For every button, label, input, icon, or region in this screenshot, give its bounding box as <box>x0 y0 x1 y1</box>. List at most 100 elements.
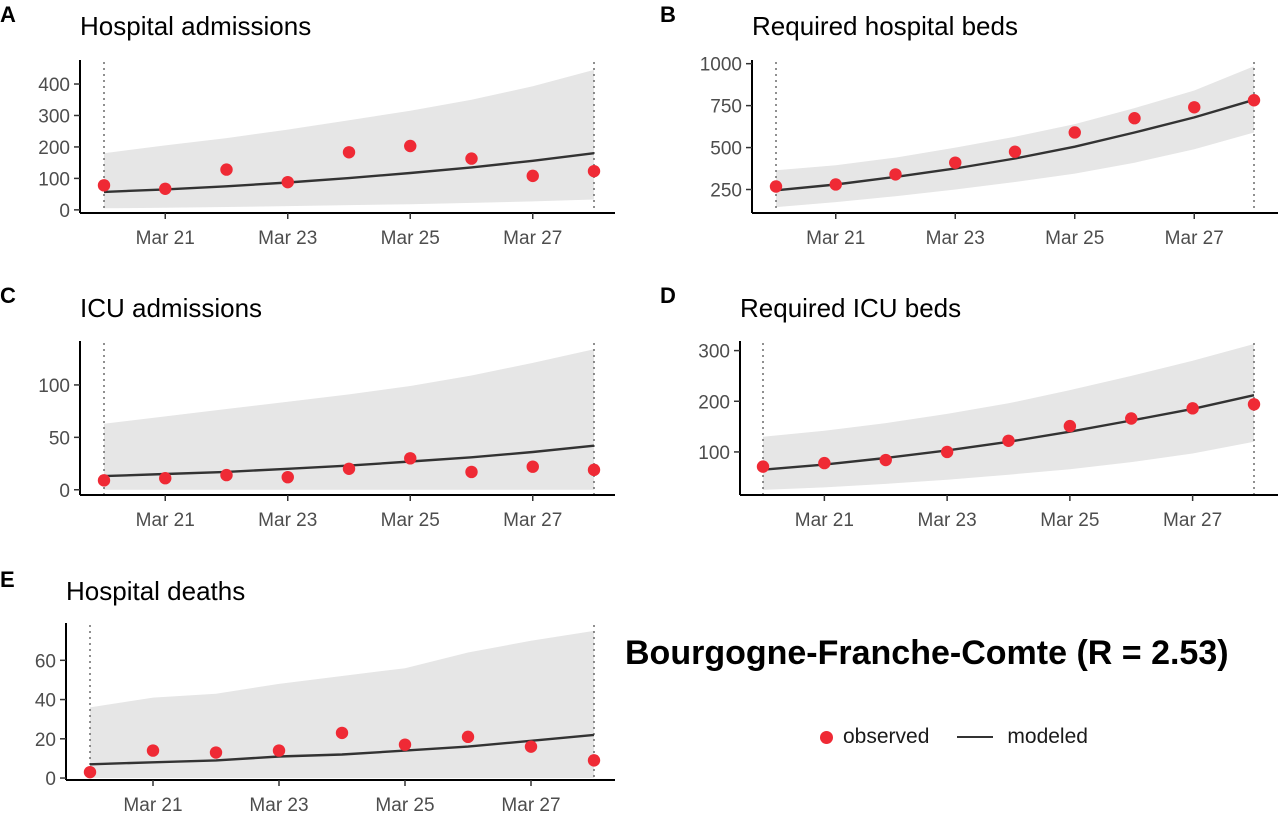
panel-letter: B <box>660 2 676 27</box>
y-tick-label: 0 <box>45 769 56 790</box>
observed-point <box>1068 126 1081 139</box>
observed-point <box>829 178 842 191</box>
legend-modeled-label: modeled <box>1007 725 1088 748</box>
observed-point <box>769 180 783 193</box>
observed-point <box>587 754 601 767</box>
observed-point <box>1188 101 1201 114</box>
x-tick-label: Mar 21 <box>136 228 195 249</box>
x-tick-label: Mar 21 <box>136 510 195 531</box>
observed-point <box>587 463 601 477</box>
x-tick-label: Mar 25 <box>375 795 434 814</box>
observed-point <box>398 738 412 751</box>
uncertainty-ribbon <box>90 630 594 778</box>
observed-point <box>465 152 478 165</box>
x-tick-label: Mar 27 <box>501 795 560 814</box>
x-tick-label: Mar 27 <box>503 510 562 531</box>
y-tick-label: 300 <box>698 342 730 363</box>
observed-point <box>587 164 601 178</box>
observed-point <box>940 445 954 459</box>
observed-point <box>526 169 539 183</box>
observed-point <box>1247 398 1261 411</box>
y-tick-label: 100 <box>698 443 730 464</box>
y-tick-label: 750 <box>710 97 742 118</box>
observed-point <box>879 453 892 467</box>
x-tick-label: Mar 27 <box>503 228 562 249</box>
y-tick-label: 500 <box>710 139 742 160</box>
observed-point <box>97 474 111 487</box>
observed-point <box>209 746 223 759</box>
legend-item-observed: observed <box>810 725 929 749</box>
x-tick-label: Mar 23 <box>918 510 977 531</box>
panel-title: Required ICU beds <box>740 293 961 323</box>
observed-point <box>404 452 417 465</box>
observed-point <box>461 730 475 744</box>
y-tick-label: 0 <box>59 201 70 222</box>
panel-D: D Required ICU beds 100 200 300 Mar 21 Mar 23 M… <box>660 283 1278 531</box>
panel-A: A Hospital admissions 0 100 200 300 400 Mar 21 M… <box>0 2 615 249</box>
observed-point <box>404 139 417 153</box>
modeled-series-line <box>89 733 595 766</box>
x-tick-label: Mar 21 <box>123 795 182 814</box>
panel-C: C ICU admissions 0 50 100 Mar 21 Mar 23 Mar 25 M… <box>0 283 615 531</box>
observed-point <box>1063 419 1077 433</box>
y-tick-label: 100 <box>38 376 70 397</box>
observed-point <box>1247 94 1261 107</box>
observed-point <box>281 470 294 484</box>
uncertainty-ribbon <box>104 69 594 209</box>
observed-point <box>335 726 349 740</box>
observed-point <box>756 460 770 473</box>
y-tick-label: 50 <box>49 428 70 449</box>
panel-letter: E <box>0 567 15 592</box>
observed-point <box>1125 412 1138 425</box>
legend-item-modeled: modeled <box>957 725 1088 749</box>
observed-point <box>342 462 356 475</box>
x-tick-label: Mar 23 <box>258 228 317 249</box>
x-tick-label: Mar 23 <box>258 510 317 531</box>
y-tick-label: 1000 <box>700 55 742 76</box>
uncertainty-ribbon <box>104 349 594 490</box>
y-tick-label: 200 <box>698 392 730 413</box>
y-tick-label: 60 <box>35 651 56 672</box>
observed-point <box>1186 402 1199 415</box>
panel-E: E Hospital deaths 0 20 40 60 Mar 21 Mar 23 Mar 2… <box>0 567 615 814</box>
y-tick-label: 100 <box>38 169 70 190</box>
observed-point <box>1008 145 1022 158</box>
x-tick-label: Mar 25 <box>381 228 440 249</box>
modeled-line-icon <box>957 736 994 738</box>
x-tick-label: Mar 21 <box>795 510 854 531</box>
observed-point <box>1128 112 1141 125</box>
observed-point <box>272 744 286 757</box>
observed-point <box>342 146 356 159</box>
panel-B: B Required hospital beds 250 500 750 1000 Mar … <box>660 2 1278 249</box>
x-tick-label: Mar 25 <box>381 510 440 531</box>
observed-point <box>889 168 902 181</box>
panel-title: Required hospital beds <box>752 11 1018 41</box>
x-tick-label: Mar 21 <box>806 228 865 249</box>
panel-title: Hospital deaths <box>66 576 245 606</box>
y-tick-label: 0 <box>59 481 70 502</box>
panel-title: Hospital admissions <box>80 11 311 41</box>
y-tick-label: 400 <box>38 75 70 96</box>
x-tick-label: Mar 25 <box>1045 228 1104 249</box>
y-tick-label: 200 <box>38 138 70 159</box>
y-tick-label: 300 <box>38 106 70 127</box>
x-tick-label: Mar 25 <box>1040 510 1099 531</box>
observed-point <box>146 744 160 757</box>
observed-point <box>524 740 538 753</box>
y-tick-label: 40 <box>35 691 56 712</box>
observed-point <box>281 175 294 189</box>
observed-point <box>220 468 233 482</box>
observed-point <box>159 472 172 485</box>
figure-title: Bourgogne-Franche-Comte (R = 2.53) <box>625 634 1229 672</box>
observed-point <box>97 179 111 192</box>
observed-point <box>83 765 97 779</box>
observed-point-icon <box>820 730 833 744</box>
panel-letter: D <box>660 283 676 308</box>
observed-point <box>818 456 831 470</box>
y-tick-label: 20 <box>35 730 56 751</box>
x-tick-label: Mar 27 <box>1165 228 1224 249</box>
observed-point <box>1002 434 1015 447</box>
uncertainty-ribbon <box>776 66 1254 208</box>
observed-point <box>159 182 172 195</box>
